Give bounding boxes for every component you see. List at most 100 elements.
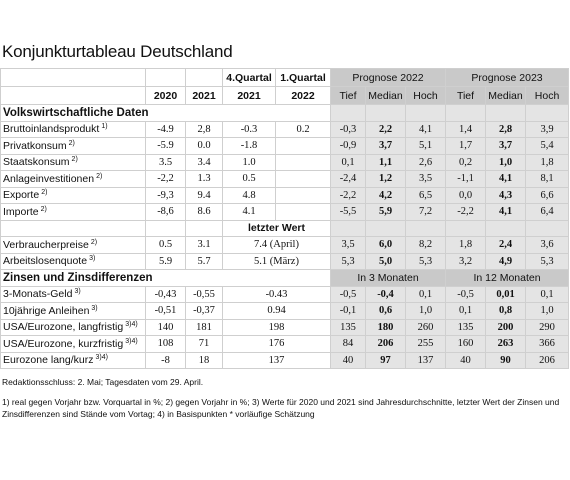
value-cell: -0,5 [330,285,366,303]
value-cell: 180 [365,318,406,336]
value-cell: 4.1 [222,203,276,221]
empty-cell [0,219,146,237]
empty-cell [445,104,487,122]
header-cell: Median [485,86,527,105]
value-cell: -5.9 [145,137,186,155]
table: 4.Quartal 1.Quartal Prognose 2022 Prognose … [0,68,570,369]
value-cell: 5,3 [404,252,447,270]
label-text: Arbeitslosenquote [3,255,88,268]
value-cell: 2,2 [365,120,406,138]
value-cell: 1,0 [485,153,527,171]
value-cell: 0.2 [275,120,331,138]
footnote-ref: 2) [41,189,48,197]
value-cell: 206 [525,351,570,369]
label-text: USA/Eurozone, langfristig [3,321,124,334]
value-cell: 181 [185,318,223,336]
footnote-ref: 3) [89,255,96,263]
value-cell: 0,1 [330,153,366,171]
row-label: Importe 2) [0,203,146,221]
empty-cell [275,203,331,221]
value-cell: -0,3 [330,120,366,138]
label-text: 3-Monats-Geld [3,288,73,301]
table-row: USA/Eurozone, kurzfristig 3)4) 108 71 176 84 2… [0,335,570,353]
table-row: Anlageinvestitionen 2) -2,2 1.3 0.5 -2,4 1,2 3,… [0,170,570,188]
row-label: Verbraucherpreise 2) [0,236,146,254]
row-label: Anlageinvestitionen 2) [0,170,146,188]
table-row: Arbeitslosenquote 3) 5.9 5.7 5.1 (März) 5,3 5,… [0,252,570,270]
empty-cell [185,219,223,237]
value-cell: 255 [404,335,447,353]
value-cell: 1,8 [525,153,570,171]
table-row: Zinsen und Zinsdifferenzen In 3 Monaten In… [0,269,570,287]
value-cell: 4,1 [485,203,527,221]
value-cell: 0.0 [185,137,223,155]
section-title: Volkswirtschaftliche Daten [0,104,331,122]
value-cell: 4,2 [365,186,406,204]
value-cell: 3.1 [185,236,223,254]
value-cell: 135 [330,318,366,336]
value-cell: 6,5 [404,186,447,204]
value-cell: -0,43 [145,285,186,303]
empty-cell [185,68,223,87]
value-cell: 0,6 [365,302,406,320]
value-cell: 0,1 [445,302,487,320]
value-cell: 1,7 [445,137,487,155]
empty-cell [404,104,447,122]
empty-cell [330,219,366,237]
table-row: letzter Wert [0,219,570,237]
value-cell: 2,6 [404,153,447,171]
table-row: USA/Eurozone, langfristig 3)4) 140 181 198 13… [0,318,570,336]
value-cell: -0,51 [145,302,186,320]
footnotes: 1) real gegen Vorjahr bzw. Vorquartal in… [2,397,560,419]
value-cell: -0,37 [185,302,223,320]
value-cell: 5,1 [404,137,447,155]
header-cell: 4.Quartal [222,68,276,87]
value-cell: 3.5 [145,153,186,171]
value-cell: 140 [145,318,186,336]
empty-cell [0,68,146,87]
value-cell: 1,0 [404,302,447,320]
value-cell: 137 [404,351,447,369]
value-cell: 160 [445,335,487,353]
value-cell: 5,9 [365,203,406,221]
value-cell: 5,0 [365,252,406,270]
header-cell: 2021 [185,86,223,105]
value-cell: 0,8 [485,302,527,320]
value-cell: 0,1 [525,285,570,303]
title: Konjunkturtableau Deutschland [2,42,233,61]
value-cell: -2,4 [330,170,366,188]
value-cell: 7.4 (April) [222,236,331,254]
value-cell: -2,2 [145,170,186,188]
value-cell: -0.43 [222,285,331,303]
value-cell: 5.1 (März) [222,252,331,270]
value-cell: -8 [145,351,186,369]
empty-cell [275,170,331,188]
subheading: letzter Wert [222,219,331,237]
empty-cell [0,86,146,105]
value-cell: 6,0 [365,236,406,254]
empty-cell [404,219,447,237]
value-cell: -0,9 [330,137,366,155]
footnote-ref: 3)4) [95,354,108,362]
value-cell: 0,01 [485,285,527,303]
row-label: Staatskonsum 2) [0,153,146,171]
table-row: Staatskonsum 2) 3.5 3.4 1.0 0,1 1,1 2,6 0,2 1,0 1,… [0,153,570,171]
value-cell: 6,4 [525,203,570,221]
label-text: 10jährige Anleihen [3,304,90,317]
empty-cell [145,68,186,87]
value-cell: 1.0 [222,153,276,171]
footnote-ref: 2) [68,139,75,147]
table-row: Exporte 2) -9,3 9.4 4.8 -2,2 4,2 6,5 0,0 4,3 6,6 [0,186,570,204]
horizon-header: In 12 Monaten [445,269,570,287]
value-cell: -8,6 [145,203,186,221]
table-row: 2020 2021 2021 2022 Tief Median Hoch Tief Median… [0,86,570,105]
header-cell: Prognose 2022 [329,68,447,87]
value-cell: 3,6 [525,236,570,254]
value-cell: 7,2 [404,203,447,221]
value-cell: 1,2 [365,170,406,188]
value-cell: 137 [222,351,331,369]
label-text: Eurozone lang/kurz [3,354,94,367]
table-row: Verbraucherpreise 2) 0.5 3.1 7.4 (April) 3,5 6… [0,236,570,254]
value-cell: 260 [404,318,447,336]
value-cell: -9,3 [145,186,186,204]
